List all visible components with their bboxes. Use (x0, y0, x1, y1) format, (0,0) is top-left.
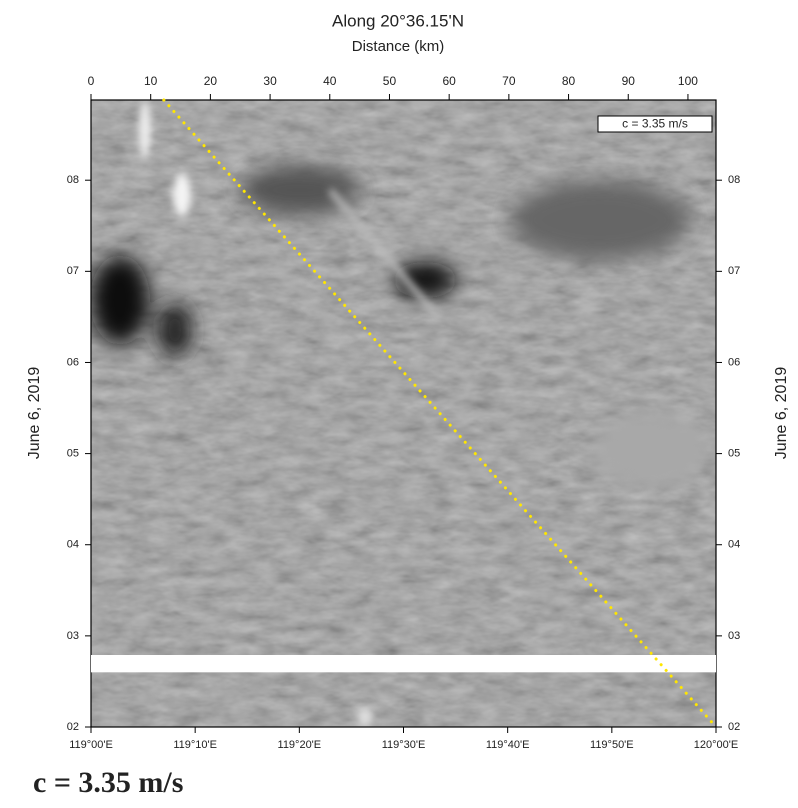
data-gap (91, 655, 716, 673)
y-tick-label: 06 (67, 356, 79, 368)
y2-tick-label: 08 (728, 174, 740, 186)
x-tick-label: 60 (442, 74, 456, 88)
x-tick-label: 50 (383, 74, 397, 88)
x2-tick-label: 119°10'E (173, 739, 217, 751)
x-tick-label: 80 (562, 74, 576, 88)
x2-tick-label: 120°00'E (694, 739, 738, 751)
y2-tick-label: 07 (728, 265, 740, 277)
x-tick-label: 70 (502, 74, 516, 88)
x2-tick-label: 119°40'E (486, 739, 530, 751)
y-tick-label: 07 (67, 265, 79, 277)
x2-tick-label: 119°30'E (382, 739, 426, 751)
y2-tick-label: 03 (728, 630, 740, 642)
legend-box (597, 115, 713, 133)
y2-tick-label: 06 (728, 356, 740, 368)
y-tick-label: 02 (67, 721, 79, 733)
y-tick-label: 03 (67, 630, 79, 642)
y2-tick-label: 05 (728, 448, 740, 460)
chart-title: Along 20°36.15'N (332, 11, 464, 30)
y-axis-title: June 6, 2019 (26, 367, 43, 460)
y-tick-label: 05 (67, 448, 79, 460)
y-tick-label: 04 (67, 539, 79, 551)
x-axis-title: Distance (km) (352, 38, 445, 55)
x-tick-label: 20 (204, 74, 218, 88)
plot-background (91, 100, 716, 727)
x-tick-label: 10 (144, 74, 158, 88)
y-tick-label: 08 (67, 174, 79, 186)
x2-tick-label: 119°50'E (590, 739, 634, 751)
x-tick-label: 0 (88, 74, 95, 88)
y2-tick-label: 04 (728, 539, 740, 551)
x2-tick-label: 119°00'E (69, 739, 113, 751)
series-line (162, 98, 718, 729)
legend-label: c = 3.35 m/s (622, 117, 688, 131)
x-tick-label: 90 (622, 74, 636, 88)
x-tick-label: 40 (323, 74, 337, 88)
caption: c = 3.35 m/s (33, 766, 183, 799)
y2-tick-label: 02 (728, 721, 740, 733)
y2-axis-title: June 6, 2019 (773, 367, 790, 460)
x-tick-label: 100 (678, 74, 698, 88)
x2-tick-label: 119°20'E (278, 739, 322, 751)
x-tick-label: 30 (263, 74, 277, 88)
